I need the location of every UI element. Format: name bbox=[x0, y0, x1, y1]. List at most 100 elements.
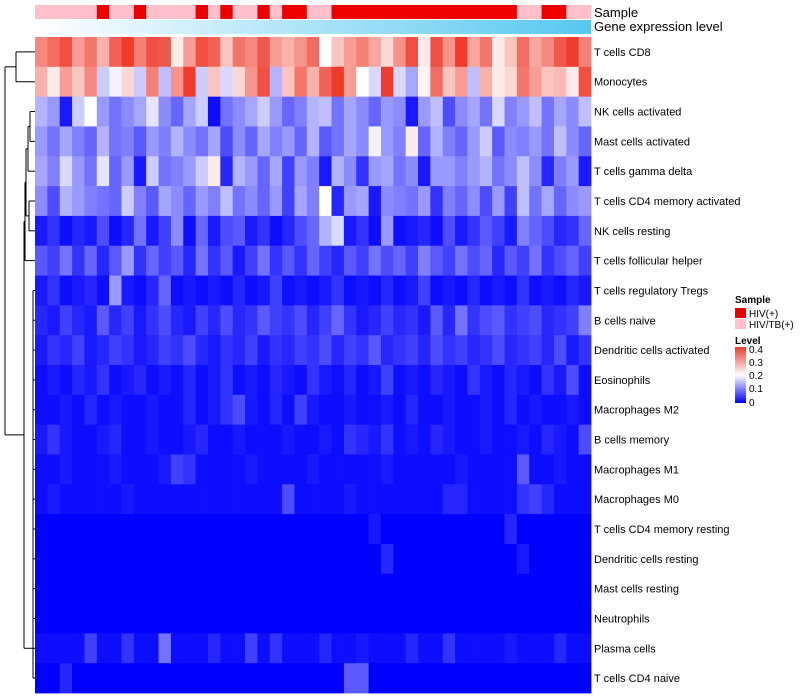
heatmap-cell bbox=[541, 603, 555, 634]
heatmap-cell bbox=[84, 394, 98, 426]
heatmap-cell bbox=[35, 305, 48, 336]
heatmap-cell bbox=[183, 424, 197, 455]
heatmap-cell bbox=[504, 543, 518, 575]
heatmap-cell bbox=[84, 156, 98, 187]
heatmap-cell bbox=[479, 573, 493, 604]
heatmap-cell bbox=[84, 454, 98, 485]
heatmap-cell bbox=[195, 424, 209, 455]
heatmap-cell bbox=[158, 454, 172, 485]
heatmap-cell bbox=[541, 394, 555, 426]
heatmap-cell bbox=[257, 543, 271, 575]
heatmap-cell bbox=[96, 573, 110, 604]
heatmap-cell bbox=[133, 663, 147, 694]
heatmap-cell bbox=[393, 186, 407, 217]
heatmap-cell bbox=[356, 573, 369, 604]
heatmap-cell bbox=[306, 365, 320, 396]
heatmap-cell bbox=[47, 96, 61, 127]
heatmap-cell bbox=[405, 633, 419, 664]
heatmap-cell bbox=[109, 424, 122, 455]
heatmap-cell bbox=[368, 633, 382, 664]
heatmap-cell bbox=[232, 394, 246, 426]
heatmap-cell bbox=[516, 454, 530, 485]
heatmap-cell bbox=[455, 603, 468, 634]
heatmap-cell bbox=[121, 365, 135, 396]
heatmap-cell bbox=[529, 126, 542, 157]
heatmap-cell bbox=[158, 603, 172, 634]
heatmap-cell bbox=[492, 275, 505, 306]
heatmap-cell bbox=[529, 543, 542, 575]
heatmap-cell bbox=[405, 573, 419, 604]
heatmap-cell bbox=[356, 663, 369, 694]
heatmap-cell bbox=[319, 186, 332, 217]
heatmap-cell bbox=[195, 66, 209, 98]
heatmap-cell bbox=[96, 514, 110, 545]
heatmap-cell bbox=[59, 365, 73, 396]
heatmap-cell bbox=[170, 365, 184, 396]
heatmap-cell bbox=[306, 335, 320, 366]
heatmap-cell bbox=[146, 484, 159, 515]
heatmap-cell bbox=[220, 66, 234, 98]
heatmap-cell bbox=[96, 484, 110, 515]
heatmap-cell bbox=[356, 454, 369, 485]
heatmap-cell bbox=[566, 245, 580, 276]
heatmap-cell bbox=[133, 603, 147, 634]
heatmap-cell bbox=[257, 126, 271, 157]
heatmap-cell bbox=[146, 424, 159, 455]
heatmap-cell bbox=[578, 365, 592, 396]
heatmap-cell bbox=[541, 484, 555, 515]
heatmap-cell bbox=[356, 66, 369, 98]
heatmap-cell bbox=[146, 126, 159, 157]
heatmap-cell bbox=[96, 365, 110, 396]
legend-sample: Sample HIV(+) HIV/TB(+) bbox=[735, 295, 794, 331]
heatmap-cell bbox=[479, 394, 493, 426]
heatmap-cell bbox=[121, 66, 135, 98]
sample-annotation-cell bbox=[282, 5, 295, 19]
heatmap-cell bbox=[516, 186, 530, 217]
heatmap-cell bbox=[343, 603, 357, 634]
heatmap-cell bbox=[59, 484, 73, 515]
heatmap-cell bbox=[504, 156, 518, 187]
heatmap-cell bbox=[566, 215, 580, 247]
heatmap-cell bbox=[442, 514, 456, 545]
heatmap-cell bbox=[405, 424, 419, 455]
heatmap-cell bbox=[170, 633, 184, 664]
heatmap-cell bbox=[220, 573, 234, 604]
heatmap-cell bbox=[356, 215, 369, 247]
heatmap-cell bbox=[245, 96, 258, 127]
heatmap-cell bbox=[343, 305, 357, 336]
heatmap-cell bbox=[183, 66, 197, 98]
heatmap-cell bbox=[343, 365, 357, 396]
heatmap-cell bbox=[516, 156, 530, 187]
heatmap-cell bbox=[529, 275, 542, 306]
heatmap-cell bbox=[282, 543, 295, 575]
heatmap-cell bbox=[492, 543, 505, 575]
heatmap-cell bbox=[529, 663, 542, 694]
heatmap-cell bbox=[183, 603, 197, 634]
heatmap-cell bbox=[516, 365, 530, 396]
heatmap-cell bbox=[207, 484, 221, 515]
heatmap-cell bbox=[245, 543, 258, 575]
heatmap-cell bbox=[84, 66, 98, 98]
heatmap-cell bbox=[319, 394, 332, 426]
heatmap-cell bbox=[343, 37, 357, 68]
heatmap-cell bbox=[368, 335, 382, 366]
heatmap-cell bbox=[294, 573, 308, 604]
row-label: Mast cells activated bbox=[594, 136, 690, 148]
heatmap-cell bbox=[72, 186, 85, 217]
heatmap-cell bbox=[504, 454, 518, 485]
heatmap-cell bbox=[220, 275, 234, 306]
sample-annotation-cell bbox=[220, 5, 234, 19]
heatmap-cell bbox=[109, 365, 122, 396]
row-label: Mast cells resting bbox=[594, 584, 679, 596]
sample-annotation-cell bbox=[158, 5, 172, 19]
row-label: Macrophages M0 bbox=[594, 494, 679, 506]
heatmap-cell bbox=[455, 156, 468, 187]
heatmap-cell bbox=[553, 424, 567, 455]
heatmap-cell bbox=[146, 573, 159, 604]
heatmap-cell bbox=[356, 156, 369, 187]
heatmap-cell bbox=[331, 633, 345, 664]
heatmap-cell bbox=[430, 603, 444, 634]
heatmap-cell bbox=[331, 156, 345, 187]
legend-level-colorbar bbox=[735, 347, 746, 403]
heatmap-cell bbox=[516, 335, 530, 366]
